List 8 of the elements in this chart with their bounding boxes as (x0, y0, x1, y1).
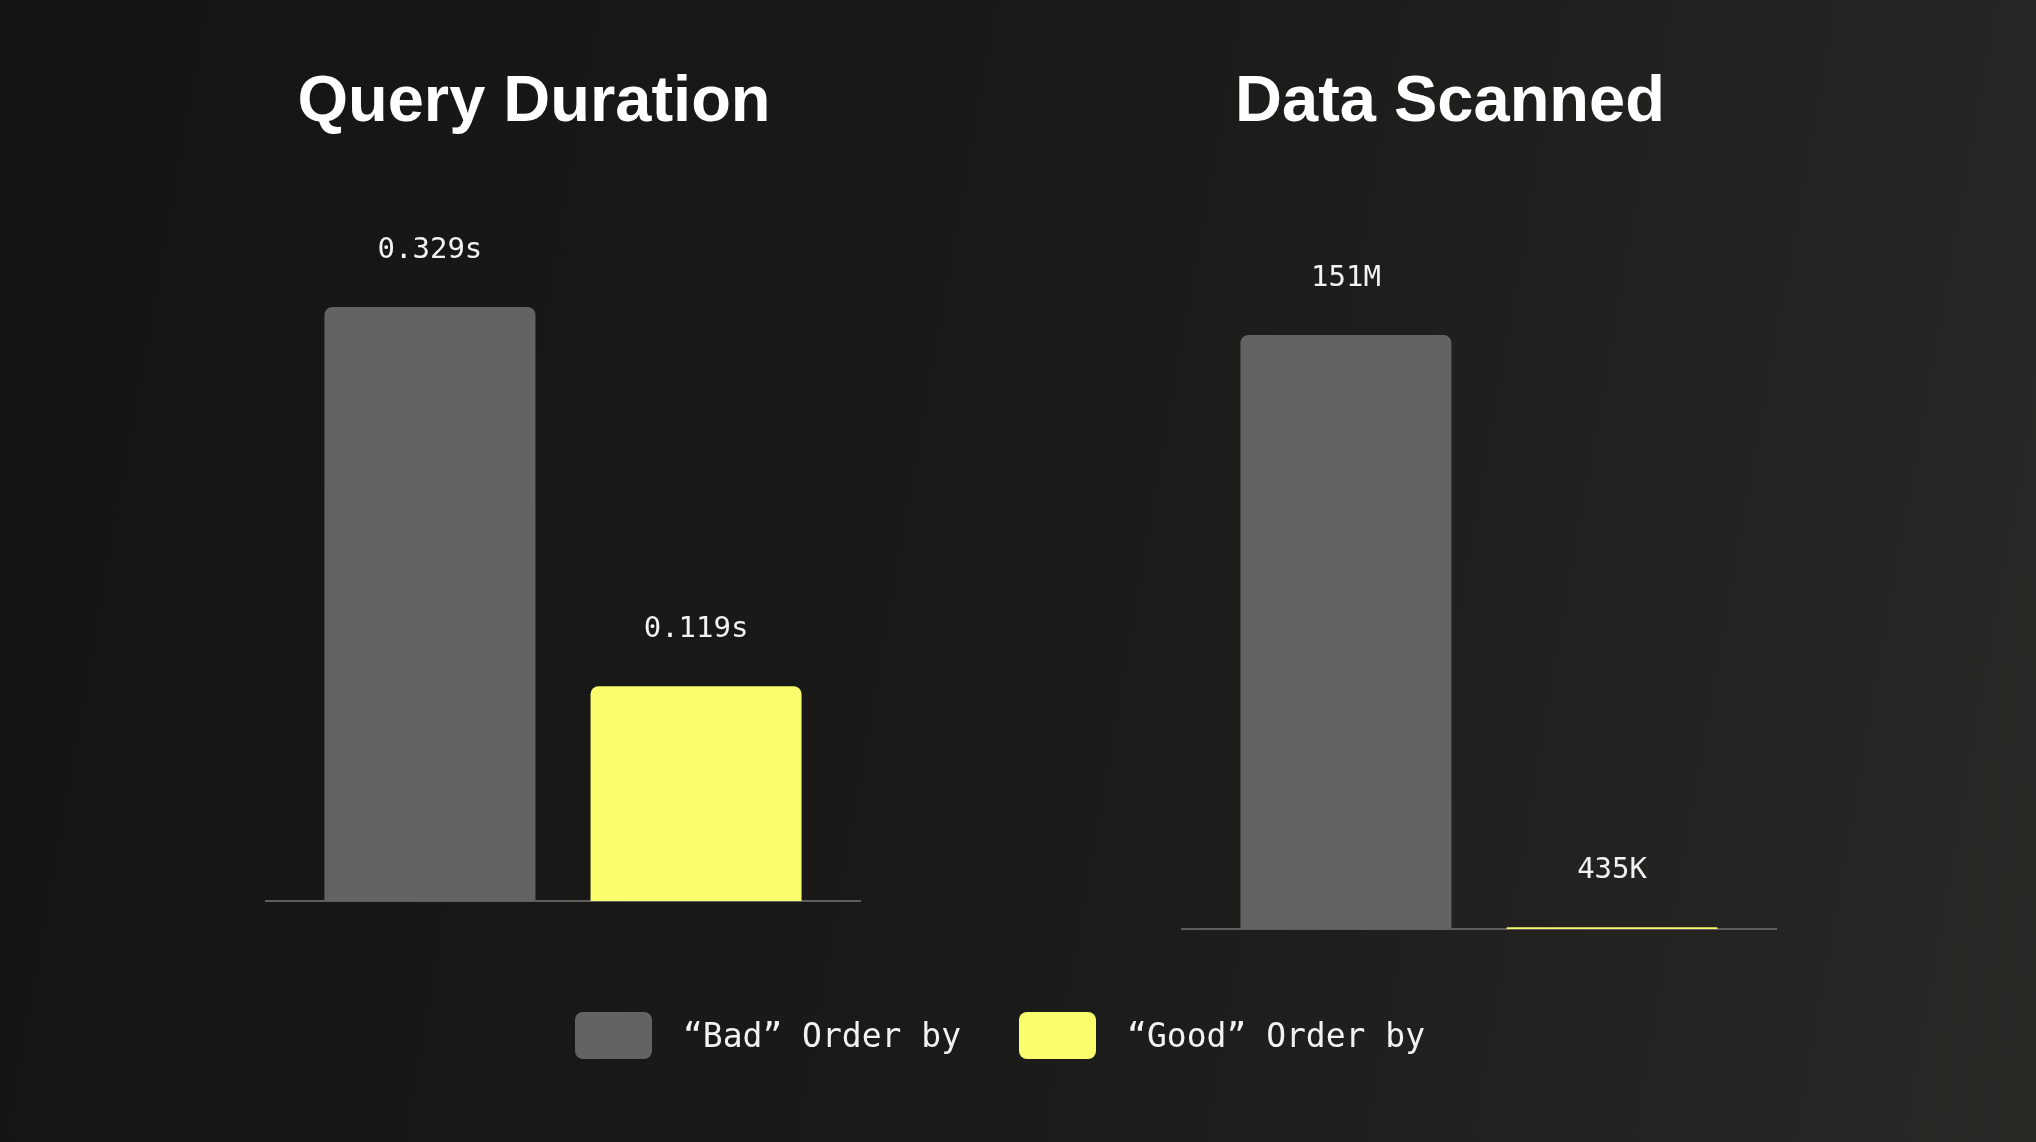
chart-title: Data Scanned (1234, 62, 1666, 135)
legend-label: “Bad” Order by (682, 1015, 962, 1057)
chart-title: Query Duration (296, 62, 772, 135)
data-label: 151M (1311, 259, 1381, 293)
data-label: 0.329s (377, 231, 483, 265)
data-label: 0.119s (643, 610, 749, 645)
data-label: 435K (1577, 851, 1648, 886)
legend-label: “Good” Order by (1127, 1015, 1426, 1057)
